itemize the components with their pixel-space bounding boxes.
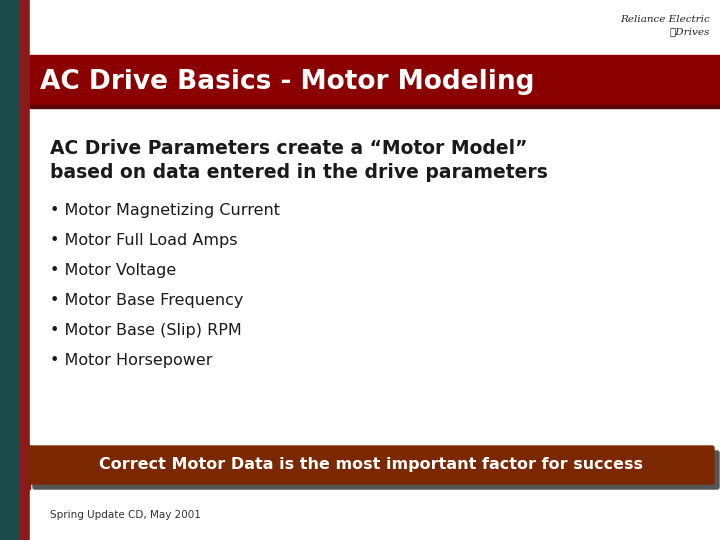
FancyBboxPatch shape — [33, 451, 719, 489]
Text: Reliance Electric: Reliance Electric — [620, 15, 710, 24]
Text: • Motor Magnetizing Current: • Motor Magnetizing Current — [50, 202, 280, 218]
Text: • Motor Base (Slip) RPM: • Motor Base (Slip) RPM — [50, 322, 242, 338]
Text: • Motor Base Frequency: • Motor Base Frequency — [50, 293, 243, 307]
Text: • Motor Full Load Amps: • Motor Full Load Amps — [50, 233, 238, 247]
Bar — [30, 55, 720, 107]
Bar — [0, 0, 20, 540]
Bar — [30, 490, 720, 540]
Bar — [30, 105, 720, 108]
Bar — [30, 0, 720, 55]
Text: AC Drive Parameters create a “Motor Model”: AC Drive Parameters create a “Motor Mode… — [50, 138, 527, 158]
Text: • Motor Horsepower: • Motor Horsepower — [50, 353, 212, 368]
Text: based on data entered in the drive parameters: based on data entered in the drive param… — [50, 163, 548, 181]
FancyBboxPatch shape — [28, 446, 714, 484]
Text: ★Drives: ★Drives — [670, 27, 710, 36]
Text: AC Drive Basics - Motor Modeling: AC Drive Basics - Motor Modeling — [40, 69, 534, 95]
Bar — [20, 0, 30, 540]
Text: Correct Motor Data is the most important factor for success: Correct Motor Data is the most important… — [99, 457, 643, 472]
Bar — [30, 108, 720, 448]
Text: Spring Update CD, May 2001: Spring Update CD, May 2001 — [50, 510, 201, 520]
Text: • Motor Voltage: • Motor Voltage — [50, 262, 176, 278]
